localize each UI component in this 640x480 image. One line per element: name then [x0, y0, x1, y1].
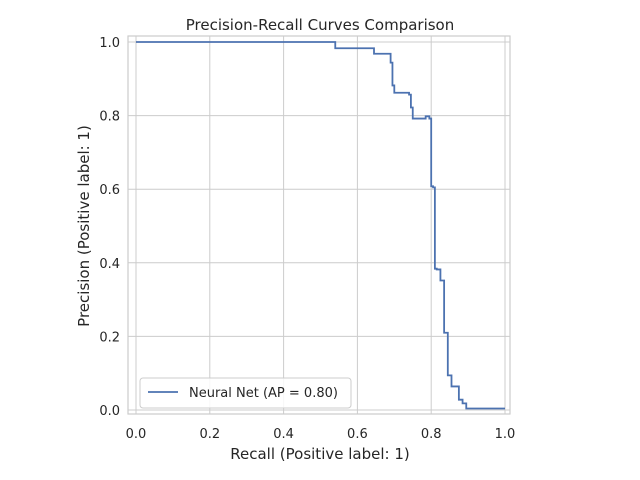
y-tick-label: 0.2 [99, 330, 120, 345]
y-axis-label: Precision (Positive label: 1) [75, 125, 93, 327]
x-ticks: 0.0 0.2 0.4 0.6 0.8 1.0 [126, 427, 516, 442]
plot-frame [127, 35, 511, 415]
chart-title: Precision-Recall Curves Comparison [186, 16, 455, 34]
series-line-neural-net [136, 41, 505, 410]
x-tick-label: 0.6 [347, 427, 368, 442]
y-tick-label: 0.4 [99, 257, 120, 272]
x-axis-label: Recall (Positive label: 1) [230, 445, 409, 463]
legend-label-neural-net: Neural Net (AP = 0.80) [189, 386, 338, 401]
legend: Neural Net (AP = 0.80) [139, 377, 352, 409]
grid [128, 36, 510, 414]
y-tick-label: 0.0 [99, 404, 120, 419]
y-tick-label: 0.6 [99, 183, 120, 198]
x-tick-label: 0.2 [199, 427, 220, 442]
series-layer [136, 41, 505, 410]
x-tick-label: 0.0 [126, 427, 147, 442]
x-tick-label: 0.8 [421, 427, 442, 442]
legend-box [139, 377, 352, 409]
x-tick-label: 0.4 [273, 427, 294, 442]
y-tick-label: 0.8 [99, 110, 120, 125]
y-tick-label: 1.0 [99, 36, 120, 51]
x-tick-label: 1.0 [495, 427, 516, 442]
y-ticks: 0.0 0.2 0.4 0.6 0.8 1.0 [99, 36, 120, 419]
